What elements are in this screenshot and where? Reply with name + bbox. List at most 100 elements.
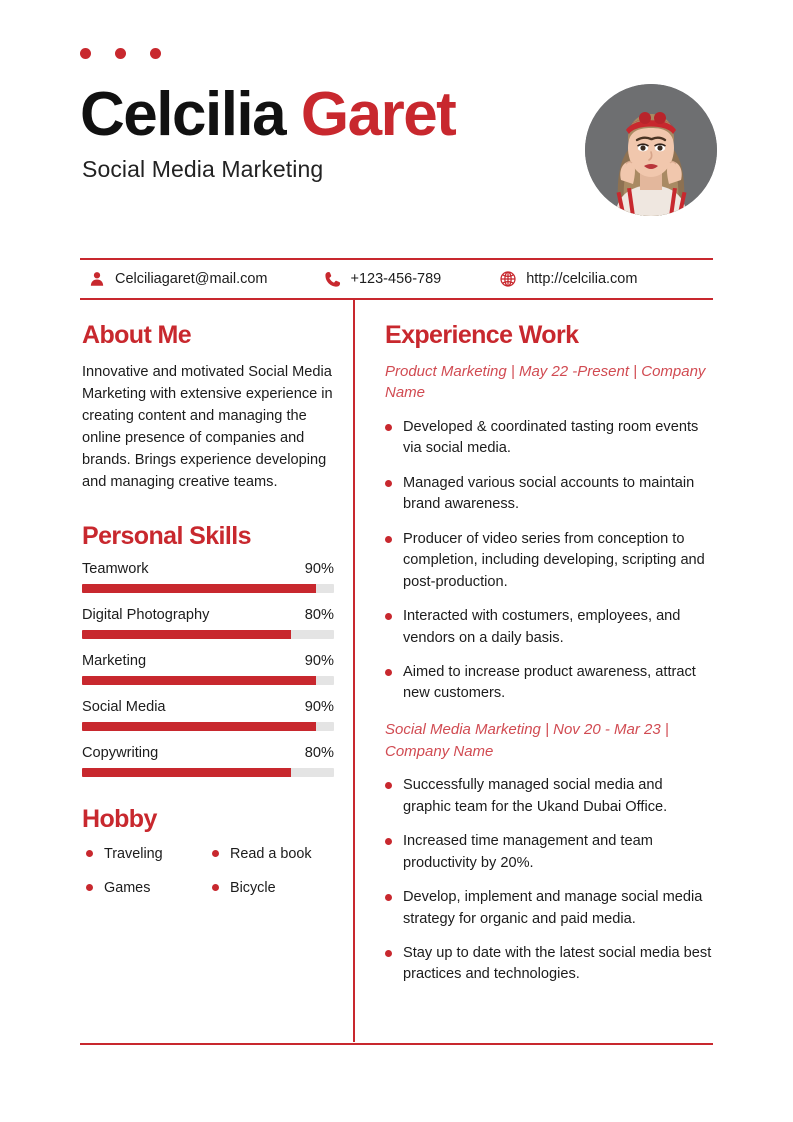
skill-row: Marketing 90% — [82, 653, 334, 686]
bullet-text: Producer of video series from conception… — [403, 530, 705, 590]
skills-title: Personal Skills — [82, 521, 251, 550]
skill-value: 80% — [304, 745, 334, 762]
hobby-item: Games — [82, 880, 208, 896]
list-item: Managed various social accounts to maint… — [385, 473, 713, 516]
contact-bar: Celciliagaret@mail.com +123-456-789 http… — [80, 262, 713, 296]
skill-label: Marketing — [82, 653, 147, 670]
bullet-dot-icon — [385, 894, 392, 902]
skill-progress-track — [82, 584, 334, 594]
person-icon — [90, 272, 104, 286]
list-item: Stay up to date with the latest social m… — [385, 943, 713, 986]
experience-bullets: Successfully managed social media and gr… — [385, 775, 713, 986]
skills-section: Personal Skills Teamwork 90% Digital Photo… — [82, 521, 334, 778]
contact-bottom-rule — [80, 298, 713, 300]
hobby-title: Hobby — [82, 805, 157, 834]
bullet-dot-icon — [385, 424, 392, 431]
skill-progress-fill — [82, 676, 317, 686]
bullet-text: Successfully managed social media and gr… — [403, 777, 668, 815]
portrait-photo — [585, 84, 717, 216]
decorative-dot-3 — [150, 48, 161, 59]
skill-progress-track — [82, 676, 334, 686]
contact-phone[interactable]: +123-456-789 — [324, 270, 442, 288]
column-divider — [353, 300, 355, 1042]
skills-list: Teamwork 90% Digital Photography 80% Marketi… — [82, 561, 334, 778]
hobby-item: Bicycle — [208, 880, 334, 896]
bullet-text: Stay up to date with the latest social m… — [403, 944, 712, 983]
bullet-text: Interacted with costumers, employees, an… — [403, 608, 681, 646]
contact-email[interactable]: Celciliagaret@mail.com — [88, 270, 268, 288]
bullet-dot-icon — [86, 850, 93, 858]
skill-value: 90% — [304, 561, 334, 578]
bullet-dot-icon — [212, 884, 219, 892]
decorative-dot-2 — [115, 48, 126, 59]
skill-value: 90% — [304, 699, 334, 716]
hobby-label: Read a book — [230, 845, 312, 862]
bullet-text: Increased time management and team produ… — [403, 833, 653, 871]
left-column: About Me Innovative and motivated Social… — [82, 321, 334, 896]
bullet-text: Managed various social accounts to maint… — [403, 474, 695, 513]
decorative-dot-1 — [80, 48, 91, 59]
skill-row: Social Media 90% — [82, 699, 334, 732]
list-item: Increased time management and team produ… — [385, 831, 713, 874]
skill-progress-track — [82, 630, 334, 640]
bullet-dot-icon — [385, 949, 392, 957]
bullet-dot-icon — [385, 613, 392, 621]
list-item: Interacted with costumers, employees, an… — [385, 606, 713, 649]
skill-progress-track — [82, 722, 334, 732]
skill-row: Digital Photography 80% — [82, 607, 334, 640]
experience-meta: Product Marketing | May 22 -Present | Co… — [385, 362, 706, 402]
bullet-text: Developed & coordinated tasting room eve… — [403, 419, 699, 457]
skill-progress-fill — [82, 768, 292, 778]
skill-label: Copywriting — [82, 745, 159, 762]
skill-progress-fill — [82, 630, 292, 640]
experience-list: Product Marketing | May 22 -Present | Co… — [385, 361, 713, 986]
first-name: Celcilia — [80, 80, 287, 149]
header: Celcilia Garet Social Media Marketing — [80, 84, 713, 224]
hobby-label: Traveling — [104, 845, 163, 862]
contact-website[interactable]: http://celcilia.com — [499, 270, 637, 288]
bullet-dot-icon — [385, 535, 392, 543]
bullet-dot-icon — [385, 668, 392, 676]
hobby-label: Games — [104, 879, 151, 896]
skill-head: Teamwork 90% — [82, 561, 334, 577]
list-item: Developed & coordinated tasting room eve… — [385, 417, 713, 460]
bullet-dot-icon — [385, 838, 392, 846]
hobby-item: Read a book — [208, 846, 334, 862]
about-text: Innovative and motivated Social Media Ma… — [82, 363, 333, 491]
contact-phone-text: +123-456-789 — [350, 271, 442, 287]
experience-title: Experience Work — [385, 321, 579, 349]
skill-value: 80% — [304, 607, 334, 624]
contact-top-rule — [80, 258, 713, 260]
experience-entry: Social Media Marketing | Nov 20 - Mar 23… — [385, 719, 713, 986]
skill-head: Copywriting 80% — [82, 745, 334, 761]
right-column: Experience Work Product Marketing | May … — [385, 321, 713, 999]
skill-head: Marketing 90% — [82, 653, 334, 669]
globe-icon — [500, 271, 516, 287]
skill-row: Copywriting 80% — [82, 745, 334, 778]
avatar — [585, 84, 717, 216]
skill-progress-fill — [82, 722, 317, 732]
bullet-dot-icon — [385, 782, 392, 790]
experience-meta: Social Media Marketing | Nov 20 - Mar 23… — [385, 720, 669, 760]
bullet-text: Aimed to increase product awareness, att… — [403, 663, 696, 702]
hobby-list: Traveling Read a book Games Bicycle — [82, 846, 334, 896]
list-item: Develop, implement and manage social med… — [385, 887, 713, 930]
hobby-label: Bicycle — [230, 879, 276, 896]
list-item: Producer of video series from conception… — [385, 529, 713, 593]
skill-head: Social Media 90% — [82, 699, 334, 715]
skill-progress-track — [82, 768, 334, 778]
skill-label: Teamwork — [82, 561, 149, 578]
list-item: Aimed to increase product awareness, att… — [385, 662, 713, 705]
skill-label: Digital Photography — [82, 607, 210, 624]
skill-progress-fill — [82, 584, 317, 594]
skill-head: Digital Photography 80% — [82, 607, 334, 623]
job-role-subtitle: Social Media Marketing — [82, 156, 324, 182]
bullet-dot-icon — [385, 479, 392, 487]
experience-entry: Product Marketing | May 22 -Present | Co… — [385, 361, 713, 705]
contact-email-text: Celciliagaret@mail.com — [115, 271, 268, 287]
hobby-item: Traveling — [82, 846, 208, 862]
bullet-dot-icon — [86, 884, 93, 892]
experience-bullets: Developed & coordinated tasting room eve… — [385, 417, 713, 705]
bullet-dot-icon — [212, 850, 219, 858]
